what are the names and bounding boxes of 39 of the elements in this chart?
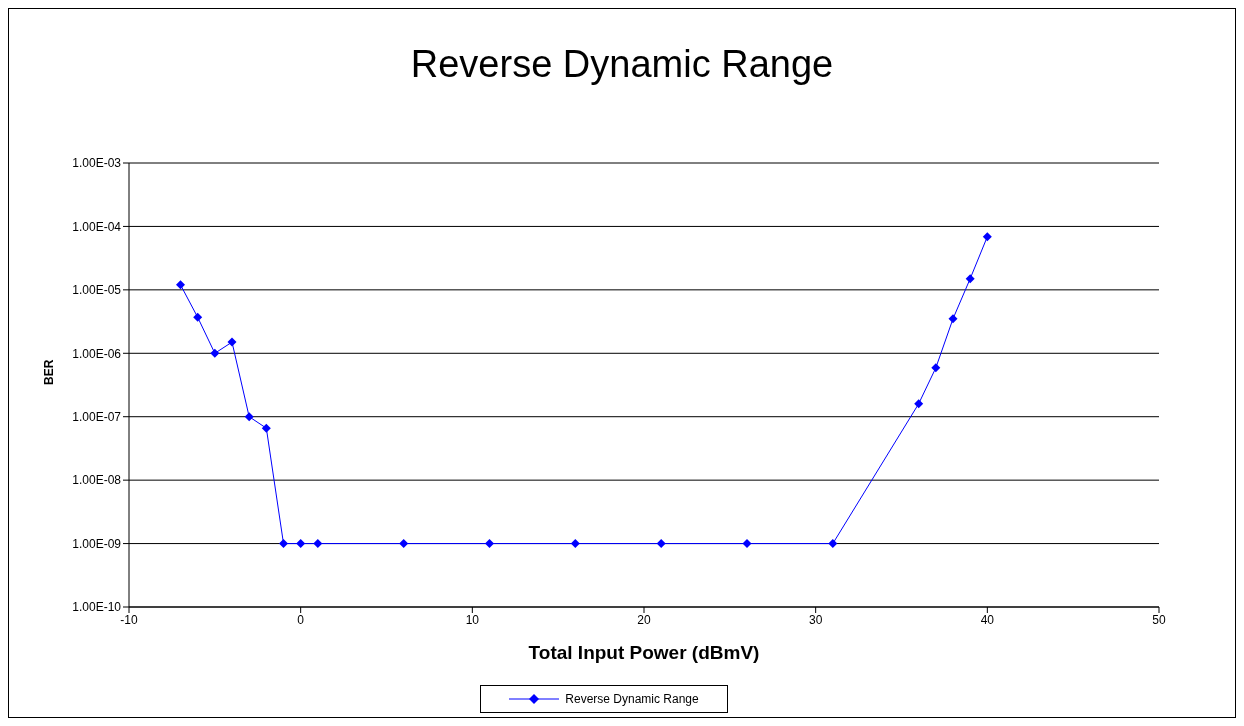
legend-label: Reverse Dynamic Range: [564, 692, 699, 706]
x-tick-label: 50: [1152, 612, 1166, 627]
y-tick-label: 1.00E-09: [72, 536, 122, 551]
y-tick-label: 1.00E-07: [72, 409, 122, 424]
point: [399, 539, 409, 549]
y-tick-label: 1.00E-05: [72, 283, 122, 298]
y-tick-label: 1.00E-10: [72, 600, 122, 615]
x-axis-title: Total Input Power (dBmV): [528, 642, 760, 663]
point: [914, 399, 924, 409]
point: [828, 539, 838, 549]
point: [485, 539, 494, 549]
y-axis-title: BER: [42, 359, 57, 385]
point: [982, 232, 992, 242]
point: [227, 337, 237, 347]
y-tick-label: 1.00E-08: [72, 473, 122, 488]
point: [965, 274, 975, 284]
point: [210, 348, 220, 358]
point: [931, 363, 941, 373]
point: [279, 539, 288, 549]
point: [296, 539, 306, 549]
point: [313, 539, 323, 549]
x-tick-label: 20: [637, 612, 651, 627]
x-tick-label: 30: [808, 612, 823, 627]
chart-title: Reverse Dynamic Range: [409, 42, 835, 87]
x-tick-label: 0: [297, 612, 305, 627]
point: [176, 280, 185, 290]
point: [742, 539, 752, 549]
x-tick-label: 10: [465, 612, 480, 627]
x-tick-label: 40: [980, 612, 995, 627]
y-tick-label: 1.00E-06: [72, 346, 122, 361]
x-tick-label: -10: [120, 612, 138, 627]
point: [244, 412, 254, 422]
point: [656, 539, 666, 549]
y-tick-label: 1.00E-04: [72, 219, 122, 234]
point: [261, 423, 271, 433]
point: [193, 312, 203, 322]
point: [570, 539, 580, 549]
point: [948, 314, 958, 324]
y-tick-label: 1.00E-03: [72, 156, 122, 171]
